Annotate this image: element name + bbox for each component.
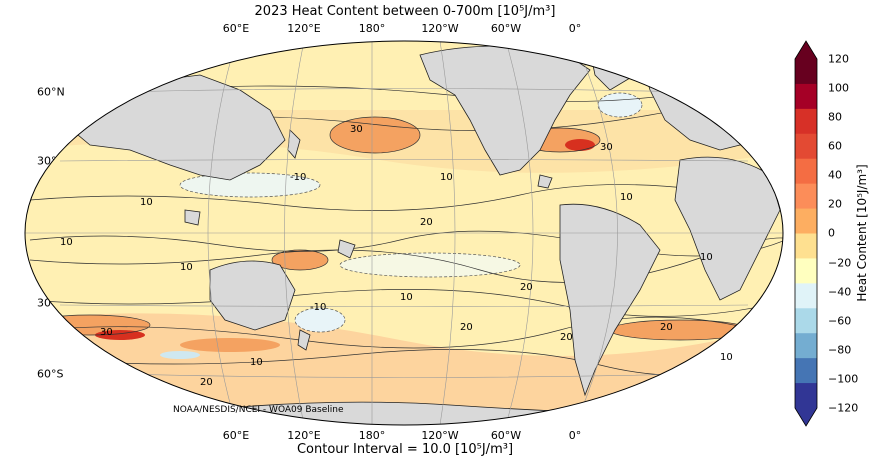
colorbar-tick: 0	[828, 226, 835, 240]
australia-land	[209, 260, 296, 331]
colorbar-tick: 40	[828, 168, 842, 182]
lon-label-top: 120°W	[421, 22, 459, 35]
svg-text:20: 20	[460, 322, 473, 333]
lat-label: 60°N	[37, 85, 65, 99]
svg-text:10: 10	[250, 357, 263, 368]
svg-text:10: 10	[180, 262, 193, 273]
colorbar-segment	[795, 108, 817, 135]
colorbar-tick: 120	[828, 52, 849, 66]
colorbar-tick: 60	[828, 139, 842, 153]
lon-label-bottom: 180°	[358, 429, 386, 442]
svg-text:30: 30	[350, 124, 363, 135]
lon-label-bottom: 60°E	[222, 429, 250, 442]
negative-contours	[179, 92, 643, 333]
graticule	[25, 41, 783, 425]
colorbar-tick: −100	[828, 372, 859, 386]
colorbar-segment	[795, 283, 817, 309]
colorbar-segment	[795, 183, 817, 210]
colorbar-segment	[795, 208, 817, 234]
svg-text:10: 10	[620, 192, 633, 203]
lon-label-top: 60°W	[490, 22, 522, 35]
colorbar-segment	[795, 258, 817, 284]
map-outline	[24, 40, 784, 426]
colorbar-segment	[795, 308, 817, 334]
svg-text:10: 10	[140, 197, 153, 208]
lon-label-bottom: 120°E	[287, 429, 321, 442]
lon-label-top: 120°E	[287, 22, 321, 35]
colorbar-label: Heat Content [10⁵J/m³]	[855, 164, 869, 302]
map-title: 2023 Heat Content between 0-700m [10⁵J/m…	[254, 4, 556, 19]
lon-label-top: 180°	[358, 22, 386, 35]
colorbar-tick: −60	[828, 314, 852, 328]
colorbar-tick: 20	[828, 197, 842, 211]
lon-label-bottom: 60°W	[490, 429, 522, 442]
colorbar-tick: −120	[828, 401, 859, 415]
svg-text:20: 20	[200, 377, 213, 388]
colorbar-tick: 100	[828, 81, 849, 95]
south-america-land	[559, 203, 661, 397]
svg-text:30: 30	[600, 142, 613, 153]
colorbar-segment	[795, 158, 817, 185]
colorbar-segment	[795, 233, 817, 259]
lon-label-top: 60°E	[222, 22, 250, 35]
svg-text:10: 10	[700, 252, 713, 263]
svg-text:20: 20	[560, 332, 573, 343]
svg-text:20: 20	[660, 322, 673, 333]
contour-labels: 10 20 30 10 -10 20 10 30 10 20 10 -10 20…	[60, 124, 733, 388]
colorbar-outline	[794, 40, 818, 427]
svg-text:20: 20	[420, 217, 433, 228]
colorbar-segment	[795, 383, 817, 409]
colorbar-tick: −80	[828, 343, 852, 357]
lon-label-top: 0°	[568, 22, 582, 35]
svg-text:30: 30	[100, 327, 113, 338]
colorbar-segment	[795, 133, 817, 160]
lon-label-bottom: 0°	[568, 429, 582, 442]
svg-text:10: 10	[720, 352, 733, 363]
svg-text:10: 10	[440, 172, 453, 183]
colorbar-tick: −40	[828, 285, 852, 299]
svg-text:-10: -10	[290, 172, 306, 183]
svg-text:-10: -10	[310, 302, 326, 313]
colorbar	[794, 40, 818, 427]
svg-text:20: 20	[520, 282, 533, 293]
colorbar-segment	[795, 358, 817, 384]
colorbar-segment	[795, 333, 817, 359]
colorbar-extend-bottom	[795, 408, 817, 426]
lat-label: 60°S	[37, 367, 64, 381]
colorbar-tick: −20	[828, 256, 852, 270]
svg-text:10: 10	[400, 292, 413, 303]
colorbar-tick: 80	[828, 110, 842, 124]
colorbar-extend-top	[795, 41, 817, 59]
svg-text:10: 10	[60, 237, 73, 248]
data-credit: NOAA/NESDIS/NCEI - WOA09 Baseline	[173, 405, 344, 415]
colorbar-segment	[795, 83, 817, 110]
lon-label-bottom: 120°W	[421, 429, 459, 442]
contour-interval-label: Contour Interval = 10.0 [10⁵J/m³]	[296, 442, 514, 457]
colorbar-segment	[795, 59, 817, 85]
